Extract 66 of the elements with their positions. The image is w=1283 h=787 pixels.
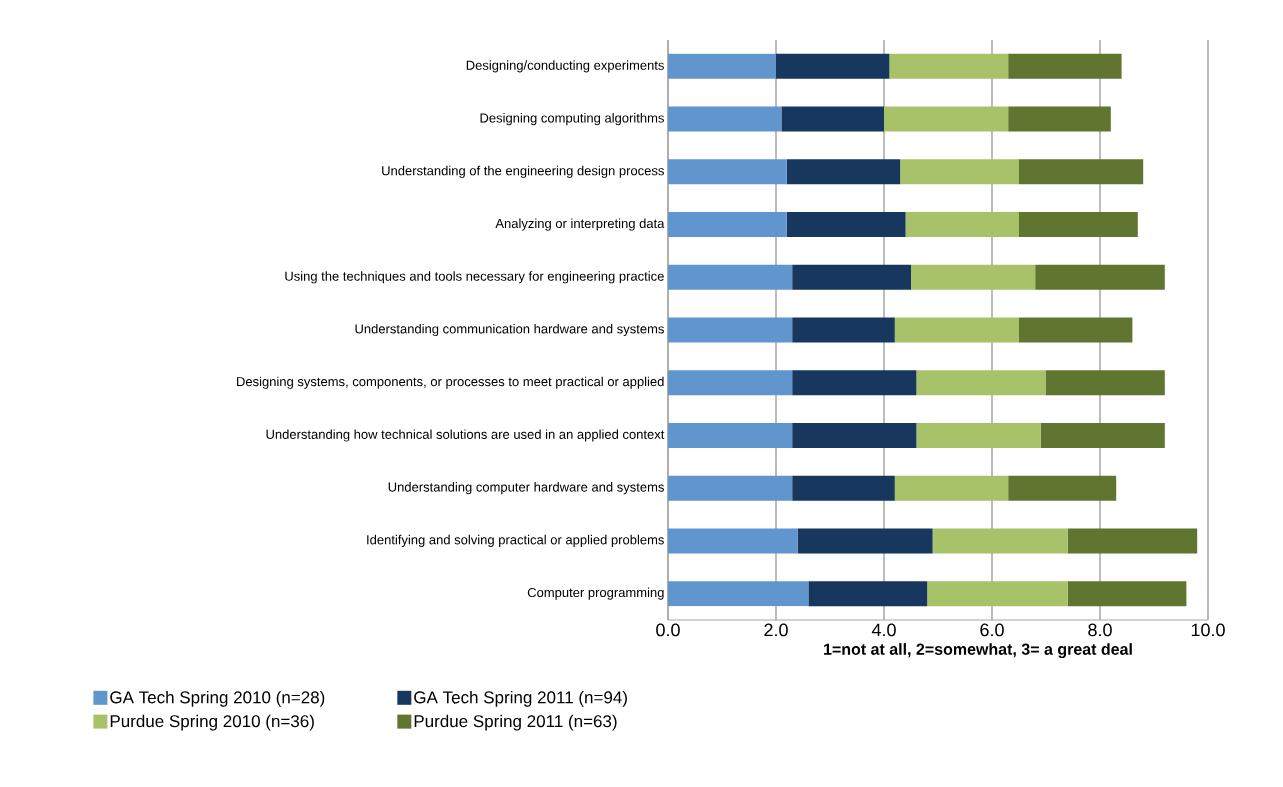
bar (905, 212, 1019, 238)
legend-label: GA Tech Spring 2011 (n=94) (414, 690, 627, 707)
bar (911, 264, 1036, 290)
x-tick-label: 0.0 (656, 623, 680, 637)
x-tick-label: 2.0 (764, 623, 788, 637)
bar (668, 53, 776, 79)
bar (668, 370, 793, 396)
y-tick-label: Understanding communication hardware and systems (355, 323, 664, 337)
bar (900, 159, 1019, 185)
x-tick-label: 4.0 (871, 623, 896, 637)
bar (932, 528, 1068, 554)
y-tick-label: Analyzing or interpreting data (495, 218, 665, 231)
bar (792, 264, 911, 290)
bar (1040, 422, 1165, 448)
bar (792, 317, 895, 343)
bar (1035, 264, 1165, 290)
bar (781, 106, 884, 132)
bar (668, 212, 787, 238)
y-tick-label: Understanding how technical solutions are used in an applied context (266, 429, 665, 442)
y-tick-label: Identifying and solving practical or applied problems (367, 534, 664, 547)
bar (1019, 212, 1138, 238)
bar (797, 528, 933, 554)
y-tick-label: Understanding of the engineering design process (382, 165, 664, 178)
bar (1019, 159, 1144, 185)
bar (1046, 370, 1165, 396)
bar (668, 159, 787, 185)
legend-label: GA Tech Spring 2010 (n=28) (110, 690, 325, 707)
bar (792, 475, 895, 501)
legend-label: Purdue Spring 2010 (n=36) (110, 714, 314, 731)
bar (927, 581, 1068, 607)
bar (668, 264, 793, 290)
bar (1019, 317, 1133, 343)
bar (786, 159, 901, 185)
bar (808, 581, 928, 607)
bar (1008, 53, 1122, 79)
y-tick-label: Designing/conducting experiments (466, 60, 664, 73)
legend-label: Purdue Spring 2011 (n=63) (414, 714, 617, 731)
bar (792, 370, 917, 396)
x-tick-label: 10.0 (1191, 623, 1225, 637)
bar (792, 422, 917, 448)
bar (889, 53, 1009, 79)
bar (776, 53, 890, 79)
bar (884, 106, 1009, 132)
x-axis-title: 1=not at all, 2=somewhat, 3= a great deal (824, 643, 1132, 659)
y-tick-label: Computer programming (527, 587, 664, 600)
bar (1067, 528, 1198, 554)
bar (668, 581, 809, 607)
y-tick-label: Designing computing algorithms (480, 113, 664, 126)
bar (668, 475, 793, 501)
bar (668, 317, 793, 343)
x-tick-label: 8.0 (1088, 623, 1112, 637)
bar (668, 106, 782, 132)
bar (668, 422, 793, 448)
bar (894, 317, 1019, 343)
y-tick-label: Using the techniques and tools necessary for engineering practice (285, 271, 664, 284)
bar (916, 370, 1046, 396)
bar (786, 212, 906, 238)
bar (1067, 581, 1187, 607)
bar (668, 528, 798, 554)
y-tick-label: Designing systems, components, or processes to meet practical or applied (237, 376, 664, 389)
y-tick-label: Understanding computer hardware and systems (388, 482, 664, 495)
bar (894, 475, 1009, 501)
bar (916, 422, 1041, 448)
x-tick-label: 6.0 (980, 623, 1004, 637)
bar (1008, 106, 1111, 132)
bar (1008, 475, 1117, 501)
